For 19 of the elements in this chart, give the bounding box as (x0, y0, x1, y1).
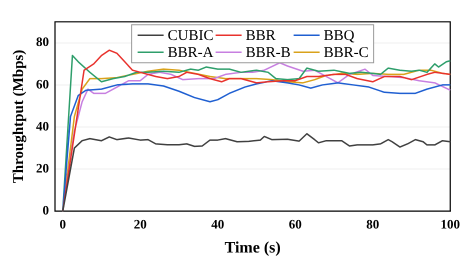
x-axis-title: Time (s) (224, 240, 281, 257)
y-tick-label: 80 (36, 34, 49, 50)
legend-label: BBR-C (324, 45, 369, 62)
y-tick-label: 0 (42, 202, 49, 218)
x-tick-label: 100 (440, 216, 460, 232)
x-tick-label: 80 (366, 216, 380, 232)
x-tick-label: 60 (288, 216, 302, 232)
x-tick-label: 0 (60, 216, 66, 232)
legend-label: BBR-B (246, 45, 291, 62)
y-tick-label: 20 (36, 160, 49, 176)
y-tick-label: 60 (36, 76, 49, 92)
y-tick-label: 40 (36, 118, 49, 134)
legend-label: BBR-A (168, 45, 214, 62)
legend-label: CUBIC (168, 28, 214, 44)
x-tick-label: 20 (134, 216, 147, 232)
legend-label: BBQ (324, 28, 355, 44)
x-tick-label: 40 (211, 216, 224, 232)
y-axis-title: Throughtput (Mbps) (10, 50, 27, 184)
legend-label: BBR (246, 28, 276, 44)
